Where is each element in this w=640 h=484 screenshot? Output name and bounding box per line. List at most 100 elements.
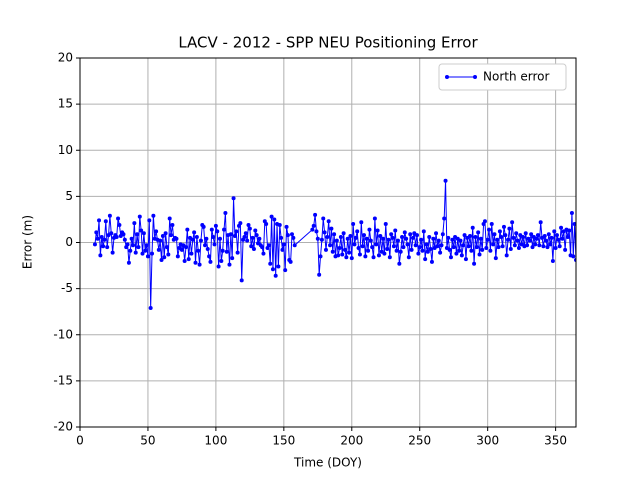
point: [102, 237, 107, 242]
point: [235, 250, 240, 255]
point: [280, 247, 285, 252]
point: [328, 243, 333, 248]
point: [492, 232, 497, 237]
point: [323, 247, 328, 252]
x-tick-label: 150: [272, 434, 295, 448]
point: [133, 250, 138, 255]
point: [549, 235, 554, 240]
point: [362, 233, 367, 238]
point: [510, 220, 515, 225]
point: [227, 262, 232, 267]
point: [332, 232, 337, 237]
point: [288, 259, 293, 264]
point: [497, 229, 502, 234]
point: [145, 254, 150, 259]
point: [231, 196, 236, 201]
point: [253, 228, 258, 233]
point: [420, 248, 425, 253]
y-tick-label: -10: [53, 327, 73, 341]
point: [242, 234, 247, 239]
point: [101, 244, 106, 249]
point: [140, 251, 145, 256]
point: [103, 219, 108, 224]
point: [325, 234, 330, 239]
point: [376, 253, 381, 258]
point: [480, 247, 485, 252]
point: [402, 230, 407, 235]
y-tick-label: -15: [53, 373, 73, 387]
point: [391, 244, 396, 249]
point: [109, 231, 114, 236]
point: [107, 213, 112, 218]
point: [401, 245, 406, 250]
point: [357, 252, 362, 257]
point: [507, 226, 512, 231]
point: [216, 264, 221, 269]
point: [474, 245, 479, 250]
point: [234, 229, 239, 234]
point: [440, 232, 445, 237]
point: [554, 233, 559, 238]
point: [230, 256, 235, 261]
point: [537, 243, 542, 248]
legend-label: North error: [483, 70, 549, 84]
point: [546, 232, 551, 237]
point: [500, 244, 505, 249]
point: [277, 222, 282, 227]
point: [429, 259, 434, 264]
point: [117, 222, 122, 227]
point: [239, 278, 244, 283]
point: [448, 255, 453, 260]
point: [105, 245, 110, 250]
point: [563, 247, 568, 252]
point: [170, 222, 175, 227]
point: [114, 234, 119, 239]
point: [431, 236, 436, 241]
point: [468, 234, 473, 239]
point: [110, 250, 115, 255]
point: [503, 233, 508, 238]
x-tick-label: 250: [408, 434, 431, 448]
point: [311, 223, 316, 228]
point: [207, 254, 212, 259]
point: [196, 248, 201, 253]
point: [175, 254, 180, 259]
point: [370, 245, 375, 250]
point: [485, 237, 490, 242]
x-tick-label: 100: [204, 434, 227, 448]
point: [371, 255, 376, 260]
point: [137, 214, 142, 219]
point: [122, 237, 127, 242]
point: [128, 248, 133, 253]
point: [147, 218, 152, 223]
point: [254, 233, 259, 238]
point: [352, 242, 357, 247]
point: [572, 222, 576, 227]
point: [349, 256, 354, 261]
legend-marker: [473, 75, 477, 79]
point: [185, 227, 190, 232]
point: [523, 231, 528, 236]
point: [525, 243, 530, 248]
point: [470, 225, 475, 230]
point: [163, 231, 168, 236]
point: [550, 258, 555, 263]
point: [489, 222, 494, 227]
point: [515, 238, 520, 243]
point: [284, 224, 289, 229]
point: [393, 228, 398, 233]
point: [569, 210, 574, 215]
point: [488, 248, 493, 253]
point: [250, 235, 255, 240]
point: [201, 224, 206, 229]
point: [249, 244, 254, 249]
point: [397, 261, 402, 266]
point: [423, 257, 428, 262]
point: [141, 231, 146, 236]
point: [192, 230, 197, 235]
point: [158, 238, 163, 243]
point: [317, 272, 322, 277]
point: [272, 217, 277, 222]
point: [424, 242, 429, 247]
